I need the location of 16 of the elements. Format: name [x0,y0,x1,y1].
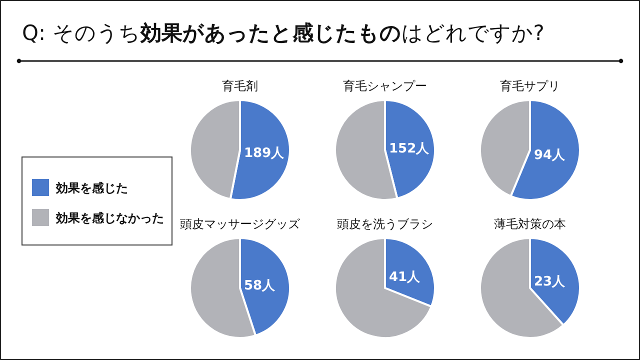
data-label: 94人 [534,148,566,164]
data-label: 152人 [389,141,430,156]
data-label: 41人 [389,270,422,286]
pie-slice [334,237,432,339]
chart-subtitle: 育毛剤 [222,79,258,93]
data-label: 58人 [244,278,276,294]
chart-subtitle: 頭皮を洗うブラシ [337,217,433,231]
data-label: 189人 [244,146,286,162]
chart-subtitle: 薄毛対策の本 [494,217,566,231]
legend-label: 効果を感じなかった [55,211,164,225]
legend-label: 効果を感じた [55,181,128,195]
data-label: 23人 [534,274,566,290]
chart-subtitle: 育毛シャンプー [343,79,427,93]
chart-subtitle: 育毛サプリ [500,79,560,93]
chart-subtitle: 頭皮マッサージグッズ [180,217,301,231]
chart-title: Q: そのうち効果があったと感じたものはどれですか? [22,21,544,45]
